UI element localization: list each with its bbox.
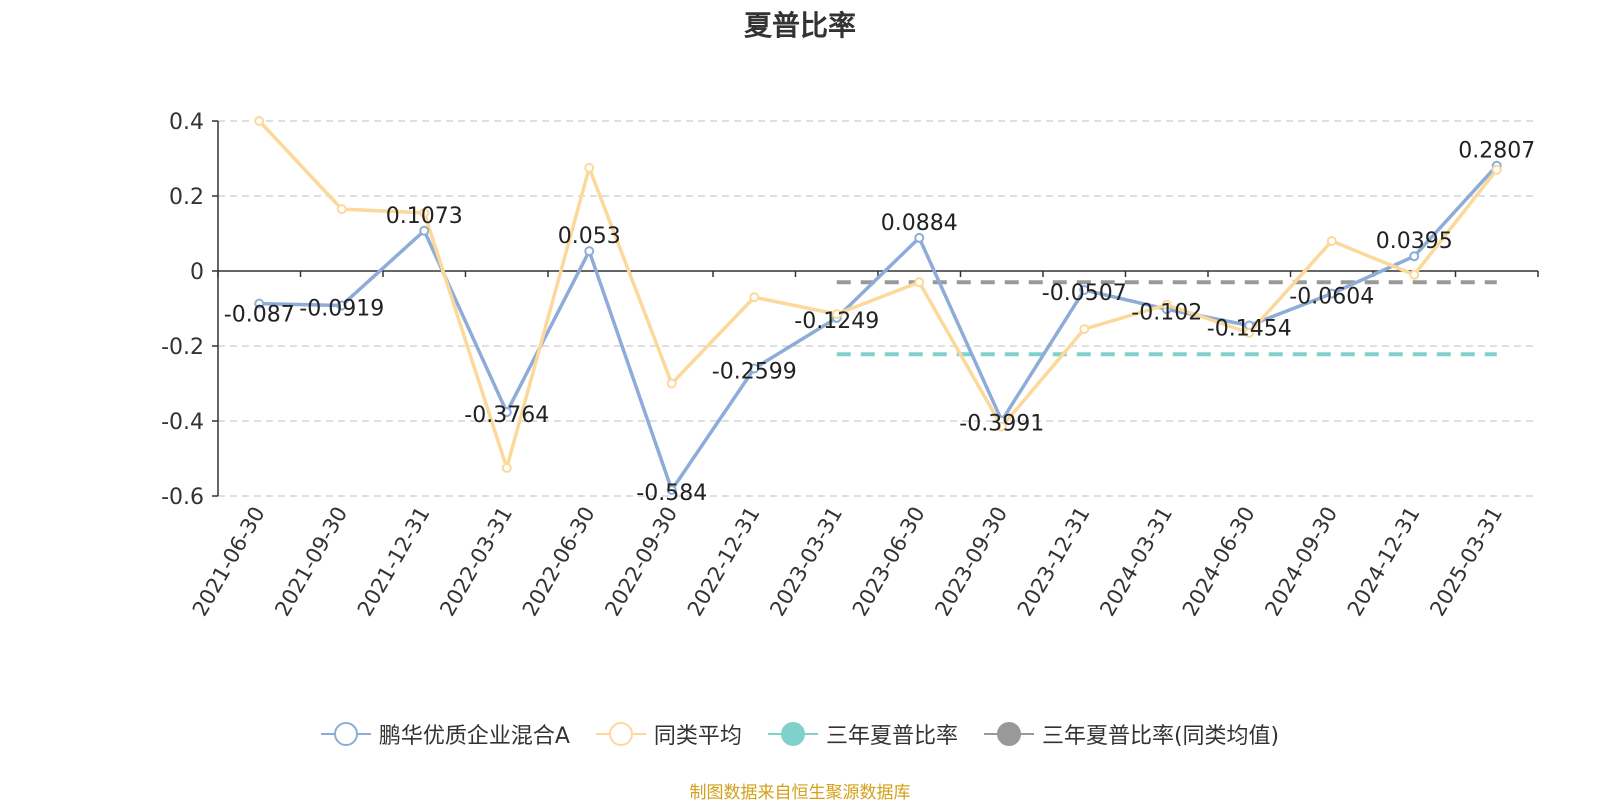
y-tick-label: 0.2 xyxy=(169,185,204,210)
data-point-fund xyxy=(501,407,512,418)
data-label: 0.1073 xyxy=(386,204,463,229)
legend-label: 鹏华优质企业混合A xyxy=(378,724,570,749)
data-point-peer-average xyxy=(1326,236,1337,246)
data-point-fund xyxy=(419,225,430,236)
legend-item-peer-average[interactable]: 同类平均 xyxy=(595,718,742,750)
data-point-fund xyxy=(584,246,595,257)
data-label: -0.3764 xyxy=(464,403,549,428)
legend-line-hollow-circle-icon xyxy=(320,722,371,746)
data-point-fund xyxy=(914,232,925,243)
x-tick-label: 2024-03-31 xyxy=(1095,503,1177,621)
series-line-peer-average xyxy=(257,119,1499,470)
data-label: 0.053 xyxy=(558,224,621,249)
y-tick-label: -0.6 xyxy=(161,485,204,510)
x-tick-label: 2023-12-31 xyxy=(1013,503,1095,621)
data-point-peer-average xyxy=(1079,324,1090,335)
data-label: -0.1454 xyxy=(1207,317,1292,342)
data-point-peer-average xyxy=(1244,327,1255,338)
data-label: 0.0395 xyxy=(1376,229,1453,254)
x-tick-label: 2025-03-31 xyxy=(1425,503,1507,621)
legend-line-hollow-circle-icon xyxy=(595,722,646,746)
x-tick-label: 2024-12-31 xyxy=(1343,503,1425,621)
data-point-peer-average xyxy=(749,292,760,303)
data-label: -0.2599 xyxy=(712,359,797,384)
data-point-peer-average xyxy=(501,462,512,473)
data-label: -0.0604 xyxy=(1289,285,1374,310)
x-tick-label: 2021-12-31 xyxy=(353,503,435,621)
data-point-peer-average xyxy=(914,277,925,288)
data-point-fund xyxy=(1326,288,1337,299)
x-tick-label: 2022-03-31 xyxy=(435,503,517,621)
chart-legend: 鹏华优质企业混合A 同类平均 三年夏普比率 三年夏普比率(同类均值) xyxy=(0,718,1600,750)
legend-label: 同类平均 xyxy=(653,724,742,749)
legend-item-3yr-sharpe-peer[interactable]: 三年夏普比率(同类均值) xyxy=(983,718,1280,750)
y-tick-label: -0.2 xyxy=(161,335,204,360)
data-point-peer-average xyxy=(1409,269,1420,280)
data-point-peer-average xyxy=(584,162,595,173)
data-point-peer-average xyxy=(419,207,430,218)
legend-item-fund[interactable]: 鹏华优质企业混合A xyxy=(320,718,570,750)
data-label: -0.3991 xyxy=(959,412,1044,437)
data-point-fund xyxy=(336,300,347,311)
y-tick-label: -0.4 xyxy=(161,410,204,435)
y-tick-label: 0 xyxy=(190,260,204,285)
data-point-peer-average xyxy=(831,309,842,320)
data-point-peer-average xyxy=(1491,164,1502,175)
data-label: -0.0507 xyxy=(1042,281,1127,306)
x-tick-label: 2022-12-31 xyxy=(683,503,765,621)
x-tick-label: 2023-03-31 xyxy=(765,503,847,621)
data-point-fund xyxy=(1079,285,1090,296)
y-tick-label: 0.4 xyxy=(169,110,204,135)
legend-line-filled-circle-icon xyxy=(983,722,1034,746)
series-line-fund xyxy=(259,164,1499,492)
data-label: -0.087 xyxy=(224,303,295,328)
data-point-fund xyxy=(1409,251,1420,262)
data-label: -0.1249 xyxy=(794,309,879,334)
data-point-fund xyxy=(254,298,265,309)
data-label: 0.2807 xyxy=(1458,139,1535,164)
chart-title: 夏普比率 xyxy=(743,9,856,42)
x-tick-label: 2023-09-30 xyxy=(930,503,1012,621)
legend-label: 三年夏普比率(同类均值) xyxy=(1041,724,1280,749)
data-label: -0.0919 xyxy=(299,296,384,321)
data-point-peer-average xyxy=(1161,299,1172,310)
data-label: 0.0884 xyxy=(881,211,958,236)
data-source-note: 制图数据来自恒生聚源数据库 xyxy=(689,783,911,803)
x-tick-label: 2021-06-30 xyxy=(188,503,270,621)
legend-label: 三年夏普比率 xyxy=(825,724,958,749)
x-tick-label: 2023-06-30 xyxy=(848,503,930,621)
data-point-fund xyxy=(749,363,760,374)
legend-line-filled-circle-icon xyxy=(767,722,818,746)
x-tick-label: 2022-09-30 xyxy=(600,503,682,621)
data-point-peer-average xyxy=(336,204,347,215)
x-tick-label: 2024-09-30 xyxy=(1260,503,1342,621)
x-tick-label: 2024-06-30 xyxy=(1178,503,1260,621)
data-label: -0.102 xyxy=(1131,300,1202,325)
data-point-peer-average xyxy=(996,421,1007,432)
x-tick-label: 2022-06-30 xyxy=(518,503,600,621)
x-tick-label: 2021-09-30 xyxy=(270,503,352,621)
data-point-peer-average xyxy=(666,378,677,389)
data-label: -0.584 xyxy=(636,481,707,506)
data-point-fund xyxy=(666,485,677,495)
data-point-peer-average xyxy=(254,116,265,126)
legend-item-3yr-sharpe[interactable]: 三年夏普比率 xyxy=(767,718,958,750)
